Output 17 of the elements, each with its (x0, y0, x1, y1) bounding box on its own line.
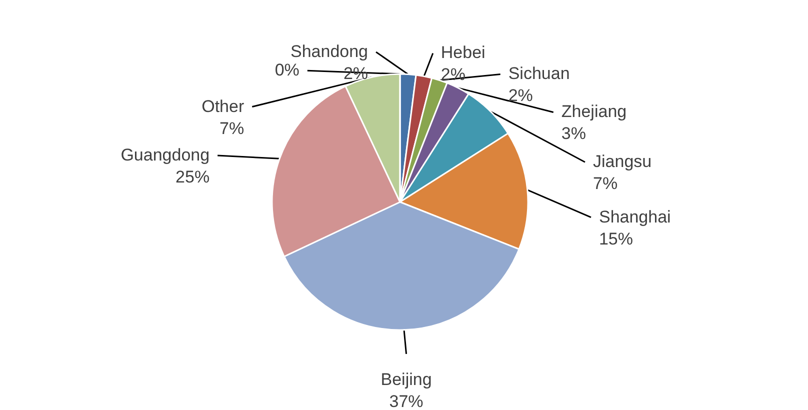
data-label: 7% (593, 174, 618, 194)
data-label: 2% (508, 86, 533, 106)
slice-label: Shanghai (598, 207, 671, 226)
data-label: 15% (598, 229, 634, 248)
data-label: 37% (389, 392, 424, 410)
slice-label: Zhejiang (561, 102, 627, 122)
slice-label: Guangdong (120, 146, 210, 165)
slice-label: Shandong (290, 42, 368, 61)
data-label: 25% (176, 168, 210, 187)
slice-label: Other (202, 96, 244, 116)
slice-label: Hebei (440, 43, 486, 62)
slice-label: Beijing (380, 370, 432, 389)
data-label: 3% (561, 124, 586, 144)
slice-label: Sichuan (508, 64, 570, 84)
text: 0% (274, 60, 300, 80)
data-label: 7% (220, 118, 244, 138)
slice-label: Jiangsu (593, 152, 652, 172)
